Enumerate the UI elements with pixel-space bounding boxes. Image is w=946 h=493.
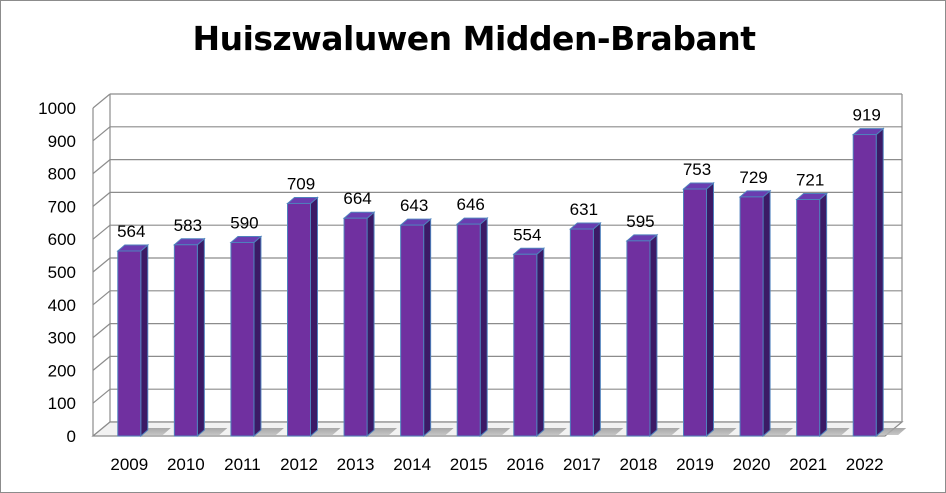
bar-side <box>479 217 488 438</box>
bar-front <box>117 250 142 437</box>
data-label: 646 <box>457 195 485 214</box>
bar-front <box>852 134 877 437</box>
x-tick-label: 2010 <box>167 455 205 474</box>
data-label: 729 <box>739 168 767 187</box>
bar-front <box>796 199 821 437</box>
data-label: 590 <box>230 213 258 232</box>
y-tick-label: 300 <box>48 329 76 348</box>
bar-2012 <box>286 196 319 438</box>
bar-2017 <box>569 221 602 438</box>
x-axis-ticks: 2009 2010 2011 2012 2013 2014 2015 2016 2017 2018… <box>110 455 883 474</box>
bar-2019 <box>682 181 715 438</box>
y-axis-ticks: 0 100 200 300 400 500 600 700 800 900 1000 <box>38 99 76 446</box>
bar-side <box>310 196 318 438</box>
data-label: 709 <box>287 174 315 193</box>
bar-front <box>173 244 198 437</box>
y-tick-label: 800 <box>48 165 76 184</box>
bar-side <box>649 233 658 438</box>
x-tick-label: 2017 <box>563 455 601 474</box>
gridline-side-600 <box>92 224 111 240</box>
bar-front <box>230 241 255 437</box>
gridline-side-1000 <box>92 93 111 109</box>
data-labels: 564 583 590 709 664 643 646 554 631 595 753 729 721 9… <box>117 106 881 245</box>
y-tick-label: 700 <box>48 197 76 216</box>
x-tick-label: 2015 <box>450 455 488 474</box>
y-tick-label: 0 <box>67 427 76 446</box>
bar-front <box>343 217 368 437</box>
bar-side <box>592 221 601 438</box>
data-label: 753 <box>683 160 711 179</box>
data-label: 595 <box>626 212 654 231</box>
x-tick-label: 2012 <box>280 455 318 474</box>
data-label: 643 <box>400 196 428 215</box>
data-label: 564 <box>117 222 145 241</box>
data-label: 664 <box>343 189 371 208</box>
bar-side <box>423 218 432 438</box>
bar-side <box>366 211 375 438</box>
bar-front <box>739 196 764 437</box>
bar-2015 <box>455 217 489 438</box>
data-label: 554 <box>513 225 541 244</box>
bar-2014 <box>399 218 432 438</box>
bar-2010 <box>173 237 206 438</box>
bar-front <box>513 253 538 437</box>
gridline-side-900 <box>92 126 111 142</box>
gridline-side-800 <box>92 159 111 175</box>
plot-walls <box>92 94 903 436</box>
x-tick-label: 2011 <box>224 455 261 474</box>
data-label: 721 <box>796 171 824 190</box>
chart-title: Huiszwaluwen Midden-Brabant <box>192 19 756 58</box>
y-tick-label: 900 <box>48 132 76 151</box>
bar-side <box>819 192 828 438</box>
x-tick-label: 2014 <box>393 455 431 474</box>
y-tick-label: 100 <box>48 394 76 413</box>
data-label: 631 <box>570 200 598 219</box>
bar-front <box>569 228 594 437</box>
gridline-side-100 <box>92 388 111 404</box>
y-tick-label: 400 <box>48 296 76 315</box>
bar-side <box>706 181 714 438</box>
bar-2011 <box>229 235 263 438</box>
bar-2018 <box>625 233 659 438</box>
bar-front <box>400 224 425 437</box>
gridline-side-700 <box>92 191 111 207</box>
gridline-side-300 <box>92 323 111 339</box>
bar-front <box>287 202 311 437</box>
gridline-side-200 <box>92 355 111 371</box>
bar-side <box>196 237 205 438</box>
bar-2009 <box>116 243 150 438</box>
bar-side <box>536 247 545 438</box>
bar-2016 <box>512 247 546 438</box>
y-tick-label: 500 <box>48 263 76 282</box>
bar-front <box>683 188 707 437</box>
bars <box>116 127 885 438</box>
bar-side <box>762 189 771 438</box>
data-label: 919 <box>853 106 881 125</box>
bar-side <box>140 243 149 438</box>
bar-front <box>626 240 651 437</box>
bar-2021 <box>795 192 828 438</box>
x-tick-label: 2009 <box>110 455 148 474</box>
y-tick-label: 600 <box>48 230 76 249</box>
bar-side <box>253 235 262 438</box>
data-label: 583 <box>174 216 202 235</box>
x-tick-label: 2018 <box>620 455 658 474</box>
x-tick-label: 2020 <box>733 455 771 474</box>
x-tick-label: 2016 <box>506 455 544 474</box>
gridline-side-400 <box>92 290 111 306</box>
x-tick-label: 2022 <box>846 455 884 474</box>
bar-side <box>875 127 884 438</box>
y-tick-label: 1000 <box>38 99 76 118</box>
x-tick-label: 2013 <box>337 455 375 474</box>
x-tick-label: 2021 <box>789 455 827 474</box>
y-tick-label: 200 <box>48 361 76 380</box>
bar-2022 <box>851 127 885 438</box>
bar-2013 <box>342 211 376 438</box>
gridlines <box>92 93 902 437</box>
bar-2020 <box>738 189 772 438</box>
gridline-side-500 <box>92 257 111 273</box>
bar-front <box>456 223 481 437</box>
x-tick-label: 2019 <box>676 455 714 474</box>
